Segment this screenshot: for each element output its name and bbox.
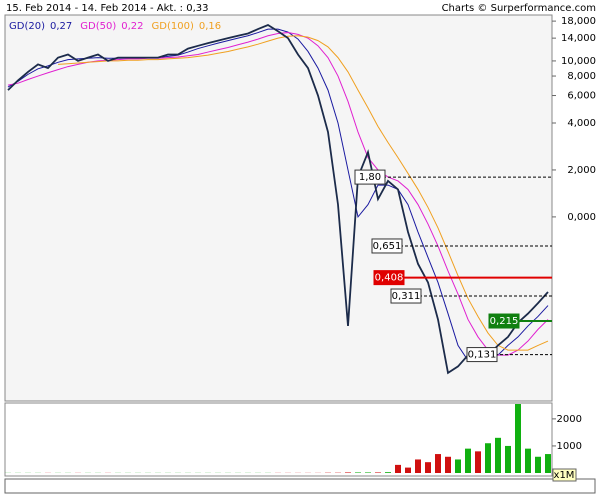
y-tick-label: 4,000 (567, 118, 596, 129)
volume-bar (345, 472, 351, 473)
level-label: 0,131 (468, 350, 497, 361)
legend-value: 0,27 (50, 21, 72, 32)
volume-bar (515, 404, 521, 473)
level-label-box (466, 347, 498, 363)
y-tick-label: 2,000 (567, 165, 596, 176)
legend-name: GD(50) (80, 21, 116, 32)
volume-bar (485, 443, 491, 473)
volume-bar (385, 472, 391, 473)
level-label-box (371, 238, 403, 254)
volume-bar (525, 448, 531, 473)
volume-bar (545, 454, 551, 473)
y-tick-label: 0,000 (567, 212, 596, 223)
volume-bar (405, 467, 411, 473)
volume-bar (465, 448, 471, 473)
legend-value: 0,22 (121, 21, 143, 32)
volume-bar (445, 456, 451, 473)
level-label: 0,311 (392, 291, 421, 302)
level-label: 1,80 (359, 172, 381, 183)
scrollbar[interactable] (4, 478, 596, 494)
chart-title: 15. Feb 2014 - 14. Feb 2014 - Akt. : 0,3… (6, 3, 209, 14)
volume-tick-label: 1000 (557, 441, 582, 452)
volume-bar (375, 472, 381, 473)
level-label-box (390, 288, 422, 304)
volume-tick-label: 2000 (557, 414, 582, 425)
price-panel (4, 14, 553, 402)
volume-bar (475, 451, 481, 473)
volume-bar (365, 472, 371, 473)
y-tick-label: 18,000 (561, 16, 596, 27)
volume-bar (395, 464, 401, 473)
level-label-box (373, 270, 405, 286)
moving-average-line (7, 28, 549, 362)
moving-average-line (57, 35, 549, 351)
volume-bar (425, 462, 431, 473)
volume-bar (535, 456, 541, 473)
volume-bar (495, 437, 501, 473)
volume-bar (435, 454, 441, 473)
y-tick-label: 8,000 (567, 71, 596, 82)
moving-average-line (7, 32, 549, 356)
volume-bar (415, 459, 421, 473)
legend-value: 0,16 (199, 21, 221, 32)
legend-name: GD(20) (9, 21, 45, 32)
volume-bar (455, 459, 461, 473)
level-label: 0,215 (490, 316, 519, 327)
volume-bar (505, 445, 511, 473)
level-label-box (354, 169, 386, 185)
volume-unit: x1M (554, 470, 575, 481)
y-tick-label: 14,000 (561, 33, 596, 44)
level-label: 0,651 (373, 241, 402, 252)
y-tick-label: 10,000 (561, 56, 596, 67)
level-label-box (488, 313, 520, 329)
volume-bar (355, 472, 361, 473)
legend-name: GD(100) (152, 21, 194, 32)
price-line (7, 23, 549, 375)
level-label: 0,408 (375, 273, 404, 284)
credit: Charts © Surperformance.com (442, 3, 596, 14)
volume-unit-box (552, 468, 577, 482)
y-tick-label: 6,000 (567, 91, 596, 102)
